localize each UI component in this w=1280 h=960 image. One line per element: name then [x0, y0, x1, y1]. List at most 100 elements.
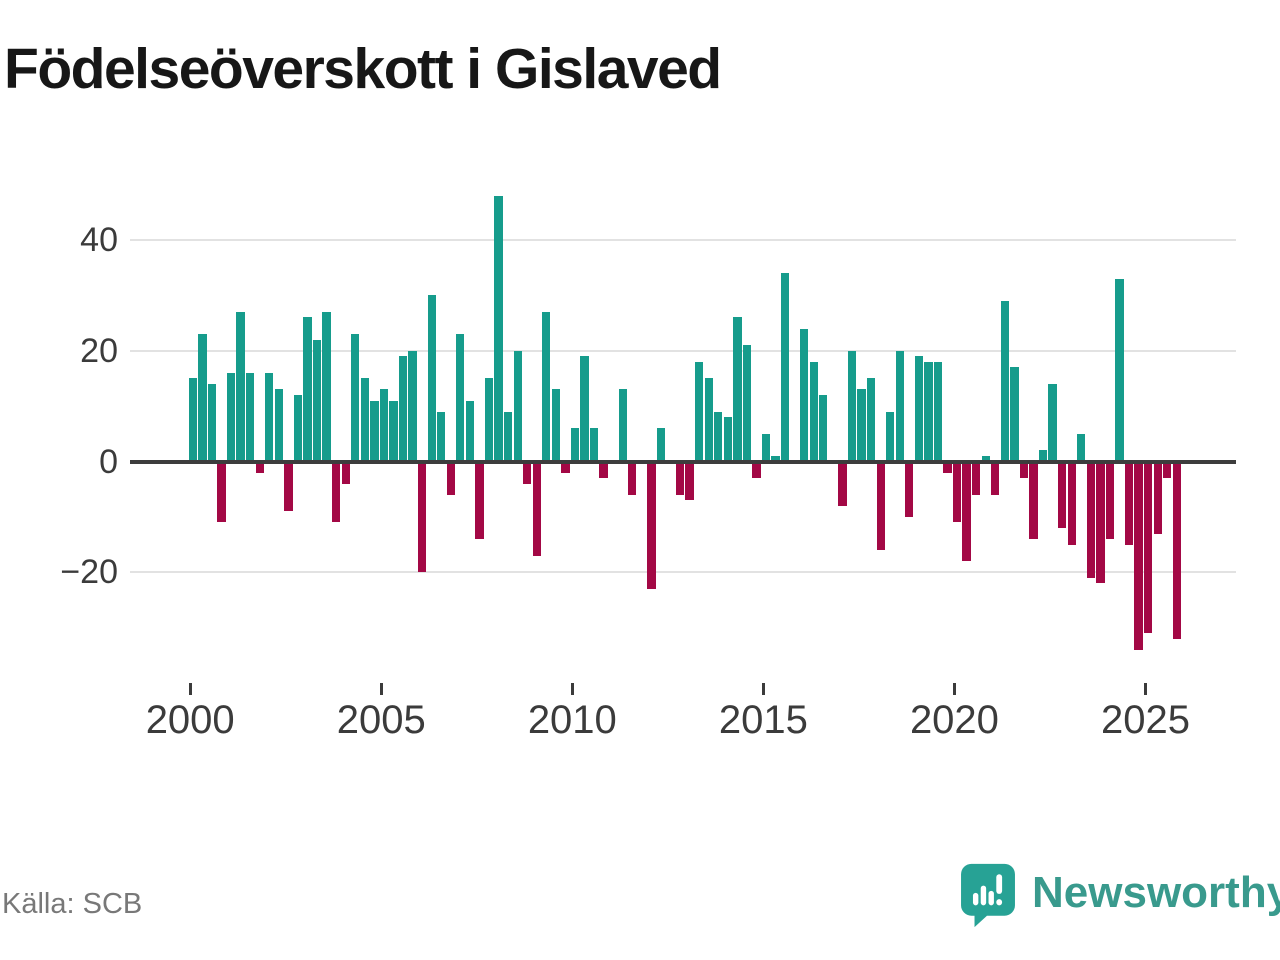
bar-positive [265, 372, 274, 462]
bar-negative [341, 461, 350, 484]
y-tick-label: −20 [60, 553, 118, 592]
bar-positive [761, 433, 771, 462]
bar-negative [1153, 461, 1162, 534]
bar-positive [1048, 383, 1057, 462]
bar-positive [819, 395, 828, 462]
bar-positive [360, 378, 369, 462]
bar-positive [1010, 367, 1019, 462]
bar-negative [1096, 461, 1105, 584]
bar-positive [465, 400, 475, 462]
bar-positive [246, 372, 255, 462]
bar-positive [503, 411, 513, 462]
gridline [130, 571, 1236, 574]
bar-positive [303, 317, 312, 462]
x-tick-mark [952, 683, 956, 695]
bar-positive [866, 378, 876, 462]
y-tick-label: 20 [80, 331, 118, 370]
bar-positive [857, 389, 866, 462]
bar-negative [1019, 461, 1029, 479]
bar-negative [1124, 461, 1134, 545]
bar-positive [226, 372, 236, 462]
bar-positive [895, 350, 904, 462]
bar-negative [1172, 461, 1181, 639]
bar-positive [580, 356, 589, 462]
bar-positive [742, 345, 752, 462]
bar-positive [933, 361, 943, 462]
bar-positive [733, 317, 742, 462]
bar-positive [589, 428, 599, 462]
bar-positive [780, 273, 790, 462]
x-tick-label: 2025 [1101, 698, 1190, 742]
bar-positive [809, 361, 818, 462]
bar-negative [599, 461, 608, 479]
x-tick-mark [188, 683, 192, 695]
bar-positive [1077, 433, 1086, 462]
bar-positive [398, 356, 408, 462]
bar-positive [771, 455, 780, 462]
bar-positive [236, 311, 245, 462]
bar-negative [1029, 461, 1038, 540]
bar-negative [217, 461, 226, 523]
bar-positive [456, 334, 465, 462]
bar-positive [198, 334, 207, 462]
bar-negative [675, 461, 685, 495]
bar-positive [188, 378, 197, 462]
bar-negative [1058, 461, 1067, 528]
bar-negative [446, 461, 455, 495]
bar-positive [437, 411, 446, 462]
chart-title: Födelseöverskott i Gislaved [4, 37, 722, 101]
x-tick-mark [1144, 683, 1147, 695]
newsworthy-logo: Newsworthy [960, 862, 1280, 932]
bar-negative [284, 461, 293, 512]
bar-negative [475, 461, 484, 540]
bar-negative [838, 461, 847, 506]
x-axis-zero-line [130, 459, 1236, 464]
bar-positive [370, 400, 379, 462]
bar-positive [723, 417, 732, 462]
bar-negative [952, 461, 962, 523]
bar-positive [484, 378, 494, 462]
bar-positive [570, 428, 580, 462]
bar-negative [1163, 461, 1172, 479]
bar-positive [1000, 300, 1009, 462]
bar-negative [1144, 461, 1153, 634]
x-tick-mark [761, 683, 765, 695]
x-tick-mark [570, 683, 574, 695]
bar-positive [408, 350, 417, 462]
gridline [130, 349, 1236, 352]
x-tick-label: 2010 [527, 698, 617, 742]
y-tick-label: 40 [80, 220, 118, 259]
x-tick-label: 2020 [909, 698, 999, 742]
bar-negative [1067, 461, 1076, 545]
bar-negative [752, 461, 761, 479]
bar-negative [905, 461, 914, 517]
bar-positive [551, 389, 560, 462]
bar-positive [704, 378, 713, 462]
bar-positive [1115, 278, 1124, 462]
bar-negative [331, 461, 341, 523]
bar-positive [513, 350, 522, 462]
source-caption: Källa: SCB [2, 888, 143, 920]
bar-positive [924, 361, 933, 462]
bar-positive [427, 295, 436, 462]
bar-negative [962, 461, 971, 562]
gridline [130, 238, 1236, 241]
bar-negative [991, 461, 1000, 495]
bar-negative [943, 461, 952, 473]
bar-positive [322, 311, 331, 462]
bar-positive [981, 455, 990, 462]
x-tick-label: 2015 [718, 698, 808, 742]
bar-positive [886, 411, 895, 462]
bar-positive [389, 400, 398, 462]
bar-negative [523, 461, 532, 484]
x-tick-mark [379, 683, 383, 695]
bar-positive [379, 389, 389, 462]
bar-positive [494, 195, 503, 462]
bar-positive [542, 311, 551, 462]
bar-negative [532, 461, 541, 556]
newsworthy-wordmark: Newsworthy [1032, 868, 1280, 917]
bar-negative [685, 461, 694, 501]
bar-positive [274, 389, 283, 462]
bar-negative [1105, 461, 1115, 540]
bar-positive [351, 334, 360, 462]
